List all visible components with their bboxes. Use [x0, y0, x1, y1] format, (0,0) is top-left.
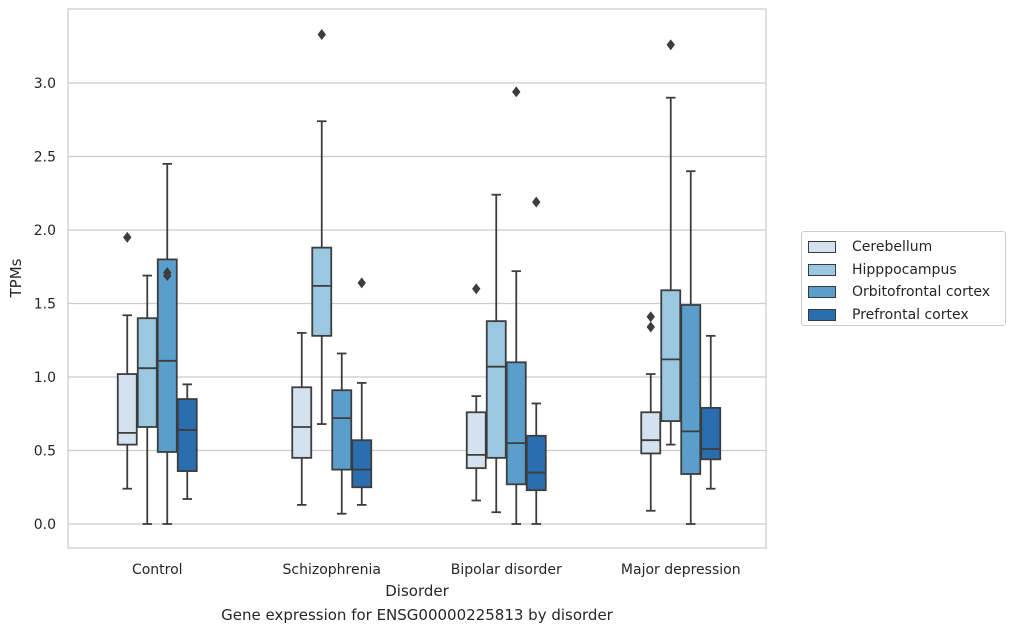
box: [291, 331, 313, 506]
box-body: [505, 361, 527, 486]
y-tick-label: 3.0: [34, 76, 56, 92]
outlier-point: [646, 321, 655, 333]
series-orbitofrontal-cortex: [156, 86, 702, 525]
box-body: [176, 398, 198, 472]
box: [116, 231, 138, 490]
box-body: [700, 406, 722, 461]
box: [505, 86, 527, 525]
legend-swatch: [808, 263, 836, 276]
x-axis-label: Disorder: [385, 582, 449, 600]
outlier-point: [666, 39, 675, 51]
legend-swatch: [808, 286, 836, 299]
box-body: [136, 317, 158, 428]
box: [680, 170, 702, 525]
legend-swatch: [808, 308, 836, 321]
y-tick-label: 0.0: [34, 517, 56, 533]
box-body: [485, 320, 507, 459]
y-tick-label: 1.0: [34, 370, 56, 386]
box-body: [291, 386, 313, 459]
box-body: [525, 434, 547, 492]
legend: Cerebellum Hipppocampus Orbitofrontal cort…: [801, 231, 1006, 326]
y-tick-label: 1.5: [34, 297, 56, 313]
box: [485, 193, 507, 514]
box-body: [351, 439, 373, 489]
x-tick-label: Major depression: [621, 562, 741, 578]
x-tick-label: Schizophrenia: [283, 562, 381, 578]
legend-item: Prefrontal cortex: [808, 304, 1005, 327]
box: [351, 277, 373, 506]
y-tick-label: 2.5: [34, 150, 56, 166]
box: [156, 162, 178, 525]
outlier-point: [512, 86, 521, 98]
legend-item: Hipppocampus: [808, 259, 1005, 282]
box-body: [660, 289, 682, 422]
box-body: [116, 373, 138, 446]
box: [136, 274, 158, 525]
outlier-point: [123, 231, 132, 243]
box: [331, 352, 353, 515]
y-tick-label: 2.0: [34, 223, 56, 239]
x-tick-label: Control: [132, 562, 183, 578]
box: [640, 311, 662, 512]
plot-frame: [67, 8, 767, 549]
legend-item: Orbitofrontal cortex: [808, 281, 1005, 304]
outlier-point: [163, 267, 172, 279]
y-tick-labels: 0.0 0.5 1.0 1.5 2.0 2.5 3.0: [34, 76, 56, 533]
outlier-point: [532, 196, 541, 208]
legend-label: Orbitofrontal cortex: [852, 284, 990, 301]
series-prefrontal-cortex: [176, 196, 722, 525]
outlier-point: [357, 277, 366, 289]
box: [311, 29, 333, 425]
legend-label: Cerebellum: [852, 239, 933, 256]
outlier-point: [646, 311, 655, 323]
figure-caption: Gene expression for ENSG00000225813 by d…: [221, 606, 613, 624]
box-body: [156, 258, 178, 453]
outlier-point: [472, 283, 481, 295]
box-body: [465, 411, 487, 470]
box-series: [116, 29, 722, 525]
box: [525, 196, 547, 525]
series-cerebellum: [116, 231, 662, 512]
box: [176, 383, 198, 500]
x-tick-labels: Control Schizophrenia Bipolar disorder Majo…: [132, 562, 741, 578]
legend-label: Hipppocampus: [852, 261, 957, 278]
outlier-point: [317, 29, 326, 40]
legend-swatch: [808, 241, 836, 254]
box-body: [331, 389, 353, 471]
series-hipppocampus: [136, 29, 682, 525]
box-body: [311, 246, 333, 337]
legend-item: Cerebellum: [808, 236, 1005, 259]
x-tick-label: Bipolar disorder: [451, 562, 562, 578]
y-axis-label: TPMs: [7, 258, 25, 298]
box-body: [680, 304, 702, 475]
box: [465, 283, 487, 502]
legend-label: Prefrontal cortex: [852, 306, 969, 323]
box: [660, 39, 682, 446]
box-body: [640, 411, 662, 455]
y-tick-label: 0.5: [34, 444, 56, 460]
box: [700, 334, 722, 490]
